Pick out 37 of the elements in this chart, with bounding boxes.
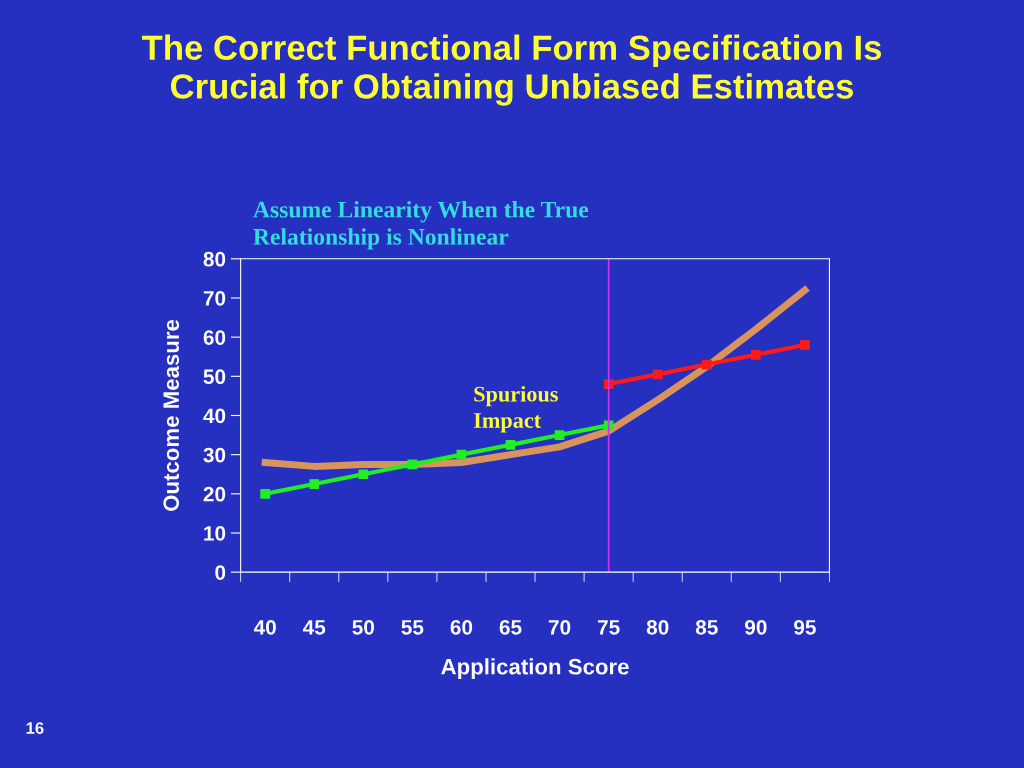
text: 16: [26, 722, 44, 734]
y-tick-label: 60: [203, 330, 226, 345]
point: [456, 449, 467, 460]
y-tick-label: 40: [203, 408, 226, 424]
point: [260, 488, 271, 499]
y-tick-label: 50: [203, 369, 226, 385]
point: [554, 430, 565, 440]
y-axis-title: Outcome Measure: [163, 319, 180, 511]
point: [800, 340, 810, 350]
x-tick-label: 80: [646, 619, 669, 635]
x-tick-label: 70: [548, 619, 571, 635]
chart-subtitle: Assume Linearity When the True Relationship is Nonlinear: [253, 200, 589, 250]
x-tick-label: 65: [499, 619, 522, 635]
x-tick-label: 60: [450, 619, 473, 635]
y-tick-label: 0: [215, 565, 226, 580]
point: [505, 440, 516, 450]
chart-title: The Correct Functional Form Specification Is Crucial for Obtaining Unbiased Estimates: [141, 34, 882, 106]
y-tick-label: 70: [203, 290, 226, 306]
y-tick-label: 30: [203, 447, 226, 463]
x-tick-label: 55: [401, 620, 424, 635]
point: [358, 469, 369, 480]
y-tick-label: 80: [203, 251, 226, 267]
point: [701, 359, 712, 370]
y-tick-label: 10: [204, 525, 226, 541]
point: [750, 349, 761, 360]
x-axis-title: Application Score: [441, 658, 629, 679]
x-tick-label: 85: [695, 619, 718, 635]
x-tick-label: 40: [253, 619, 276, 635]
y-tick-label: 20: [203, 486, 226, 502]
annotation: Spurious Impact: [473, 385, 558, 433]
x-tick-label: 75: [597, 620, 620, 635]
point: [652, 369, 663, 380]
x-tick-label: 90: [744, 619, 767, 635]
x-tick-label: 50: [352, 619, 375, 635]
x-tick-label: 45: [302, 620, 326, 635]
x-tick-label: 95: [794, 619, 816, 635]
point: [309, 479, 320, 489]
